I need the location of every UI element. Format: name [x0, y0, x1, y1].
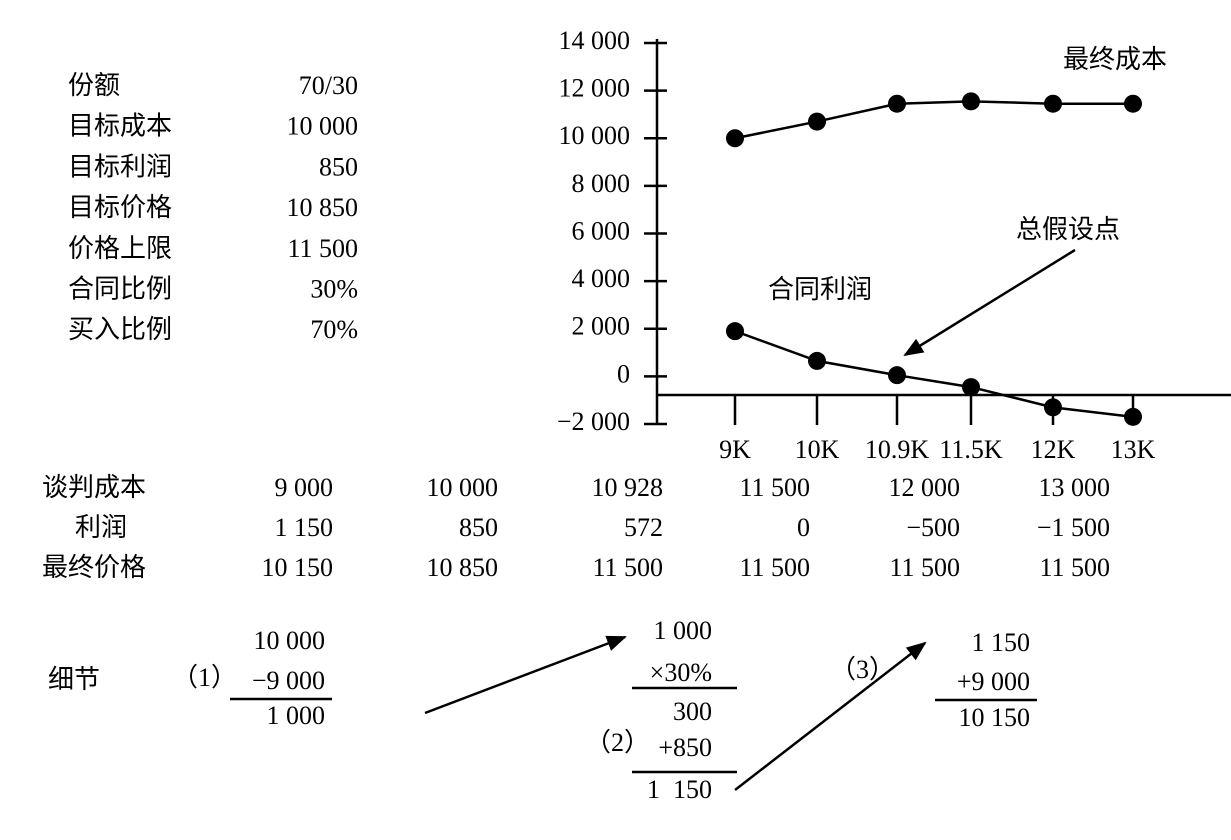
y-tick-label: 0 [617, 359, 630, 388]
param-value: 10 850 [287, 193, 359, 222]
data-point [962, 92, 980, 111]
calc-line: 10 150 [959, 703, 1031, 732]
calc-line: 10 000 [254, 626, 326, 655]
table-cell: −1 500 [1037, 513, 1110, 542]
x-tick-label: 13K [1111, 435, 1156, 464]
data-point [808, 112, 826, 131]
table-cell: 11 500 [889, 553, 960, 582]
data-point [726, 129, 744, 148]
param-label: 目标价格 [68, 193, 172, 222]
data-point [1124, 94, 1142, 113]
param-value: 850 [319, 152, 358, 181]
x-tick-label: 12K [1031, 435, 1076, 464]
table-cell: 12 000 [889, 473, 961, 502]
param-label: 份额 [68, 71, 120, 100]
table-cell: 11 500 [739, 473, 810, 502]
calc-line: 300 [673, 697, 712, 726]
param-value: 70/30 [299, 71, 358, 100]
param-label: 合同比例 [68, 274, 172, 303]
data-point [888, 366, 906, 385]
calc-line: 1 150 [647, 775, 712, 804]
series-label: 最终成本 [1063, 45, 1167, 74]
details-label: 细节 [48, 665, 100, 694]
y-tick-label: 10 000 [559, 121, 631, 150]
data-point [888, 94, 906, 113]
param-value: 10 000 [287, 112, 359, 141]
table-cell: 11 500 [1039, 553, 1110, 582]
x-tick-label: 10.9K [865, 435, 930, 464]
table-cell: 10 928 [592, 473, 664, 502]
y-tick-label: 8 000 [572, 169, 631, 198]
calc-line: +850 [658, 733, 712, 762]
x-tick-label: 11.5K [939, 435, 1003, 464]
detail-arrow [424, 635, 627, 715]
table-cell: 9 000 [275, 473, 334, 502]
param-label: 目标利润 [68, 152, 172, 181]
param-label: 价格上限 [68, 234, 172, 263]
y-tick-label: 6 000 [572, 216, 631, 245]
table-cell: 850 [459, 513, 498, 542]
table-cell: 11 500 [739, 553, 810, 582]
table-cell: 13 000 [1039, 473, 1111, 502]
calc-line: −9 000 [252, 666, 325, 695]
table-cell: −500 [906, 513, 960, 542]
x-tick-label: 9K [719, 435, 751, 464]
step-marker: （1） [172, 663, 237, 692]
series-label: 合同利润 [768, 275, 872, 304]
y-tick-label: 2 000 [572, 312, 631, 341]
data-point [962, 378, 980, 397]
param-value: 70% [310, 315, 358, 344]
calc-line: 1 000 [654, 616, 713, 645]
row-label: 最终价格 [42, 553, 146, 582]
data-point [1044, 398, 1062, 417]
table-cell: 1 150 [275, 513, 334, 542]
annotation-arrow [903, 248, 1076, 357]
param-label: 买入比例 [68, 315, 172, 344]
annotation: 总假设点 [1016, 215, 1120, 244]
param-label: 目标成本 [68, 112, 172, 141]
calc-line: 1 000 [267, 701, 326, 730]
data-point [808, 351, 826, 370]
table-cell: 0 [797, 513, 810, 542]
y-tick-label: 12 000 [559, 74, 631, 103]
x-tick-label: 10K [795, 435, 840, 464]
row-label: 谈判成本 [42, 473, 146, 502]
series-line [734, 100, 1133, 140]
row-label: 利润 [75, 513, 127, 542]
series-line [734, 329, 1134, 419]
param-value: 11 500 [287, 234, 358, 263]
step-marker: （2） [585, 728, 650, 757]
calc-line: +9 000 [957, 667, 1030, 696]
y-tick-label: 14 000 [559, 26, 631, 55]
y-tick-label: −2 000 [557, 407, 630, 436]
table-cell: 10 000 [427, 473, 499, 502]
table-cell: 11 500 [592, 553, 663, 582]
param-value: 30% [310, 274, 358, 303]
y-tick-label: 4 000 [572, 264, 631, 293]
detail-arrow [734, 641, 927, 791]
calc-line: ×30% [650, 658, 712, 687]
table-cell: 572 [624, 513, 663, 542]
data-point [726, 322, 744, 341]
data-point [1044, 94, 1062, 113]
step-marker: （3） [830, 655, 895, 684]
table-cell: 10 850 [427, 553, 499, 582]
table-cell: 10 150 [262, 553, 334, 582]
calc-line: 1 150 [972, 628, 1031, 657]
data-point [1124, 407, 1142, 426]
